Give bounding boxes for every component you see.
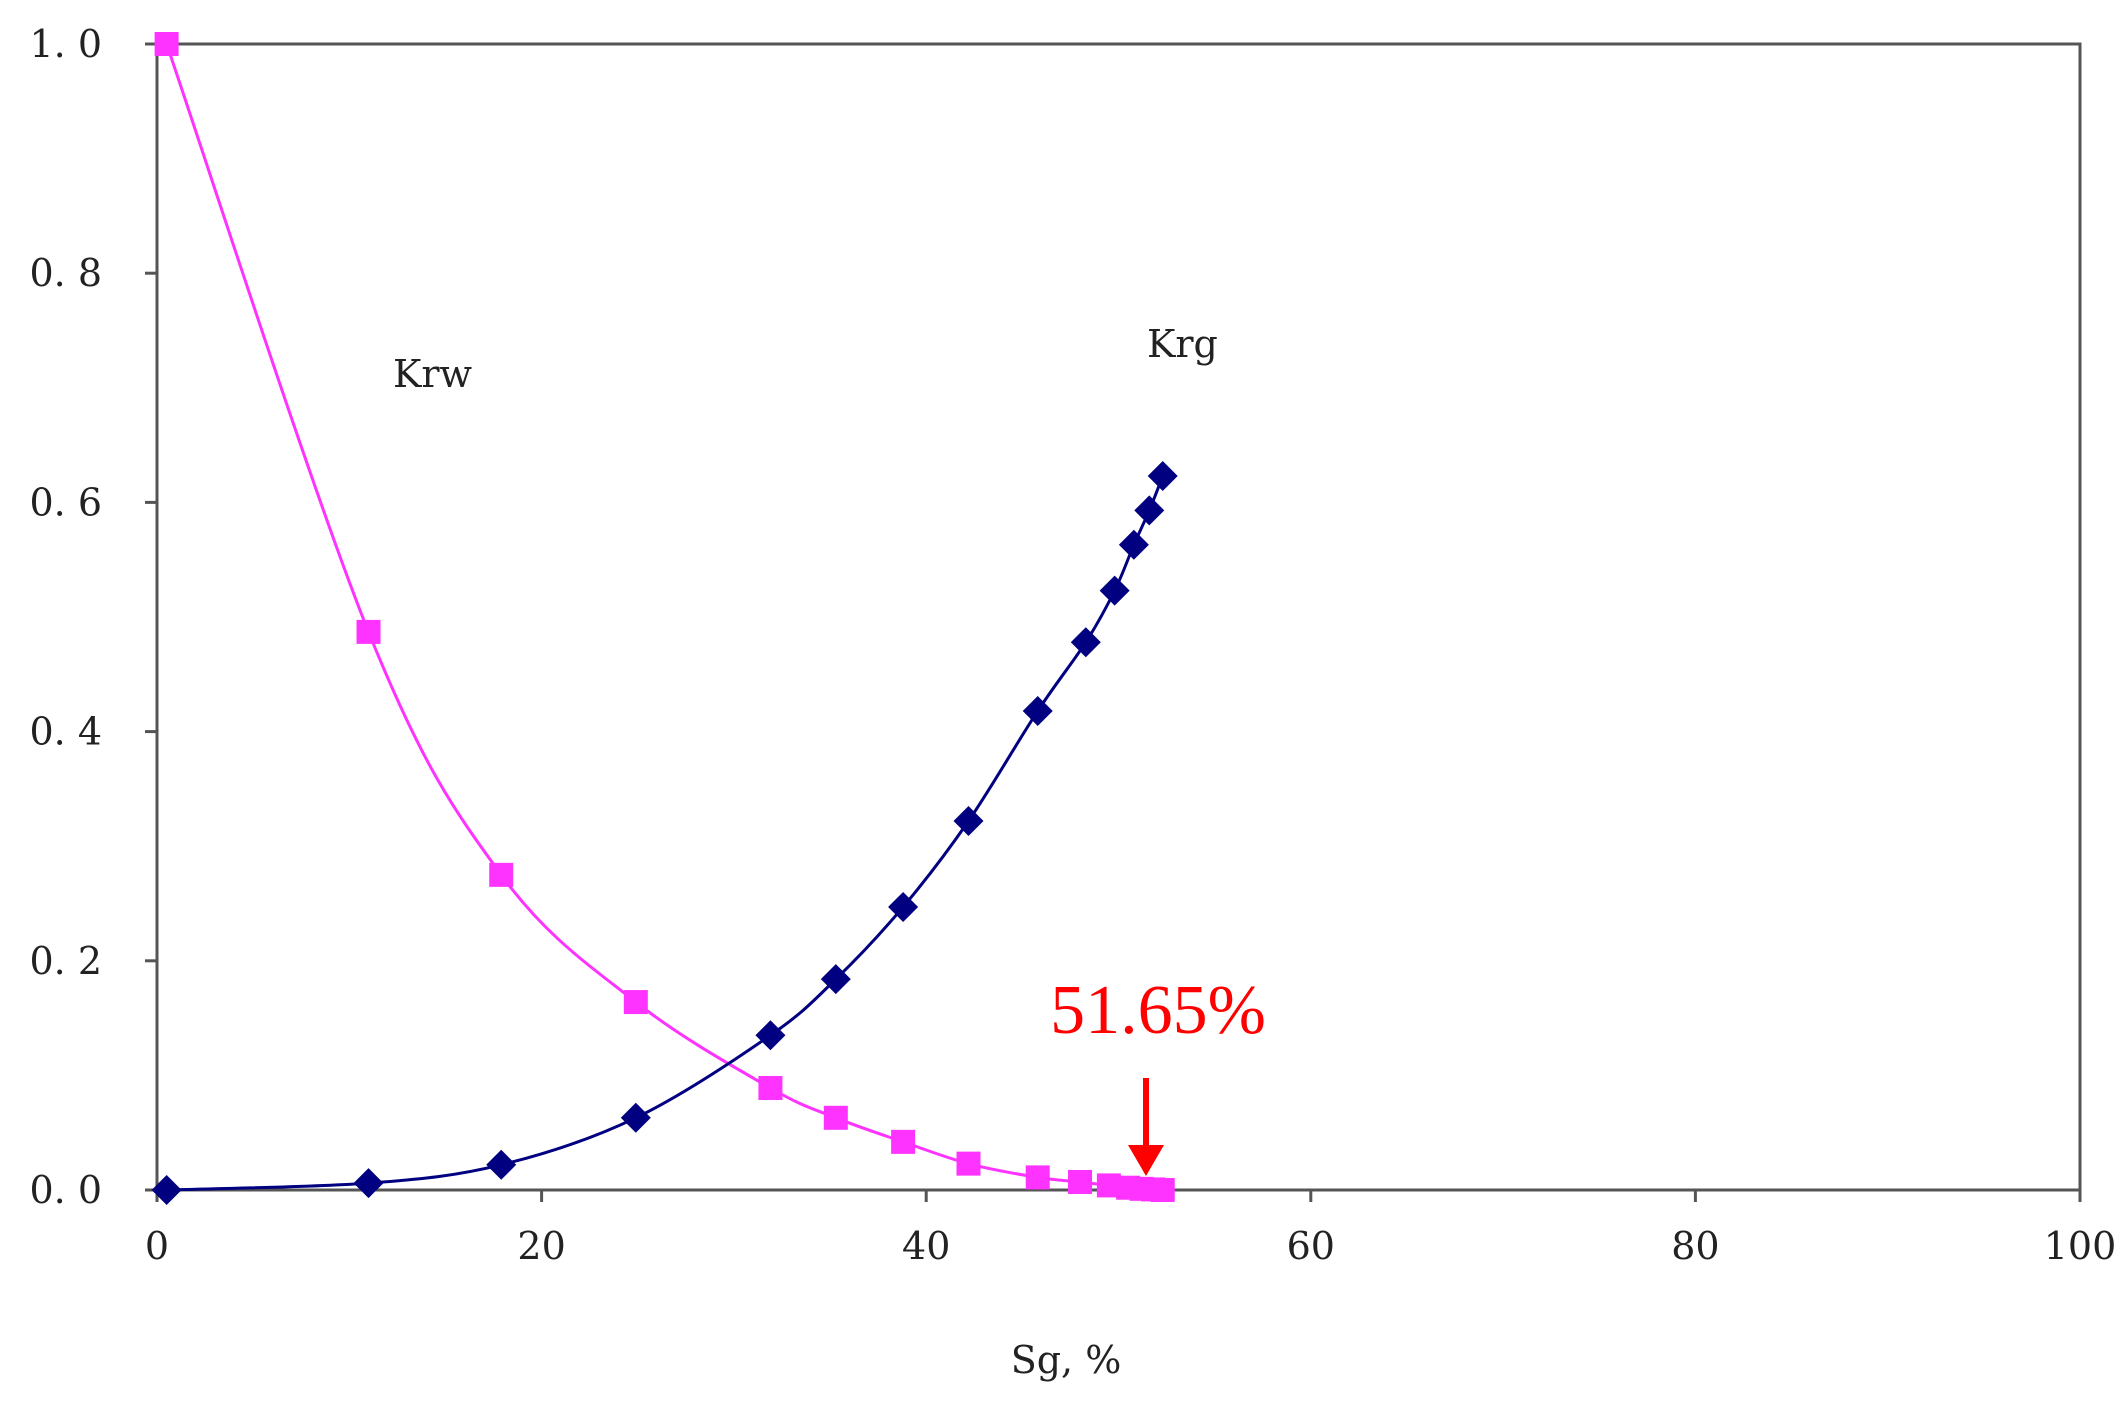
series-line-krg xyxy=(166,475,1165,1192)
y-tick-label: 0. 4 xyxy=(29,710,102,754)
data-point-krg xyxy=(755,1020,786,1051)
data-point-krg xyxy=(1070,627,1101,658)
data-point-krw xyxy=(489,862,514,887)
callout-arrow-head xyxy=(1128,1145,1164,1176)
y-tick-label: 0. 8 xyxy=(29,251,102,295)
data-point-krg xyxy=(151,1175,182,1205)
data-point-krg xyxy=(820,964,851,995)
x-tick-label: 100 xyxy=(2044,1224,2117,1268)
y-tick-label: 0. 2 xyxy=(29,939,102,983)
y-tick-labels: 0. 0 0. 2 0. 4 0. 6 0. 8 1. 0 xyxy=(29,22,102,1212)
x-axis-title: Sg, % xyxy=(1011,1338,1122,1382)
x-tick-label: 60 xyxy=(1287,1224,1335,1268)
data-point-krg xyxy=(486,1149,517,1180)
data-point-krg xyxy=(620,1102,651,1133)
data-point-krg xyxy=(1118,529,1149,560)
data-point-krw xyxy=(1025,1165,1050,1190)
data-point-krg xyxy=(1099,575,1130,606)
data-point-krg xyxy=(888,891,919,922)
y-tick-label: 0. 0 xyxy=(29,1168,102,1212)
data-point-krw xyxy=(891,1129,916,1154)
data-point-krw xyxy=(823,1105,848,1130)
data-point-krw xyxy=(956,1151,981,1176)
x-tick-label: 40 xyxy=(902,1224,950,1268)
series-markers xyxy=(151,32,1178,1205)
data-point-krg xyxy=(953,805,984,836)
data-point-krg xyxy=(353,1168,384,1199)
data-point-krw xyxy=(623,990,648,1015)
data-point-krw xyxy=(758,1076,783,1101)
callout-label: 51.65% xyxy=(1050,972,1266,1049)
series-label-krw: Krw xyxy=(393,352,473,396)
plot-frame xyxy=(155,42,2082,1192)
y-tick-label: 1. 0 xyxy=(29,22,102,66)
data-point-krg xyxy=(1147,461,1178,492)
series-label-krg: Krg xyxy=(1147,322,1218,366)
x-tick-label: 20 xyxy=(517,1224,565,1268)
data-point-krw xyxy=(1068,1169,1093,1194)
data-point-krg xyxy=(1022,695,1053,726)
x-tick-labels: 0 20 40 60 80 100 xyxy=(145,1224,2116,1268)
data-point-krw xyxy=(154,32,179,56)
x-tick-label: 80 xyxy=(1671,1224,1719,1268)
data-point-krw xyxy=(1150,1178,1175,1202)
x-tick-label: 0 xyxy=(145,1224,169,1268)
annotation-callout: 51.65% xyxy=(1050,972,1266,1176)
data-point-krg xyxy=(1134,495,1165,526)
y-tick-label: 0. 6 xyxy=(29,480,102,524)
data-point-krw xyxy=(356,619,381,644)
